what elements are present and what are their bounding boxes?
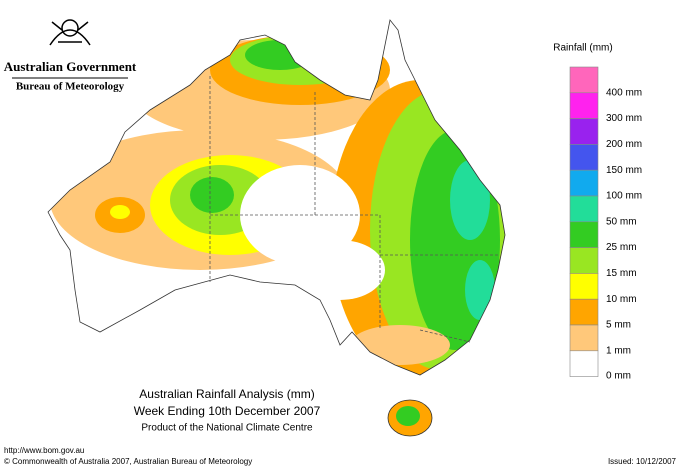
legend-swatch (569, 118, 599, 145)
legend-label: 100 mm (606, 191, 642, 202)
legend-label: 5 mm (606, 320, 631, 331)
legend-label: 400 mm (606, 87, 642, 98)
crest (49, 19, 91, 46)
legend-swatch (569, 247, 599, 274)
legend-label: 150 mm (606, 165, 642, 176)
legend-swatch (569, 324, 599, 352)
legend-swatch (569, 144, 599, 171)
legend-swatch (569, 169, 599, 197)
map-subtitle: Week Ending 10th December 2007 (134, 404, 321, 418)
legend-label: 10 mm (606, 294, 637, 305)
state-borders (209, 76, 500, 343)
tasmania-rain (396, 406, 420, 426)
footer-url: http://www.bom.gov.au (4, 446, 84, 455)
legend-swatch (569, 273, 599, 300)
legend-title: Rainfall (mm) (553, 43, 612, 54)
map-title: Australian Rainfall Analysis (mm) (139, 387, 314, 401)
coastline (47, 19, 506, 376)
legend-label: 50 mm (606, 216, 637, 227)
legend-swatch (569, 221, 599, 248)
map-credit: Product of the National Climate Centre (141, 423, 313, 434)
government-name: Australian Government (4, 59, 137, 74)
legend-swatch (569, 66, 599, 94)
legend: 400 mm 300 mm 200 mm 150 mm 100 mm 50 mm 25 mm… (569, 66, 642, 381)
legend-label: 15 mm (606, 268, 637, 279)
legend-label: 25 mm (606, 242, 637, 253)
footer-issued: Issued: 10/12/2007 (608, 457, 677, 466)
legend-swatch (569, 350, 599, 377)
legend-label: 1 mm (606, 345, 631, 356)
footer-copyright: © Commonwealth of Australia 2007, Austra… (4, 457, 252, 466)
legend-swatch (569, 92, 599, 119)
legend-swatch (569, 298, 599, 326)
legend-swatch (569, 195, 599, 223)
legend-label: 300 mm (606, 113, 642, 124)
legend-label: 200 mm (606, 139, 642, 150)
legend-label: 0 mm (606, 370, 631, 381)
bureau-name: Bureau of Meteorology (16, 81, 125, 93)
